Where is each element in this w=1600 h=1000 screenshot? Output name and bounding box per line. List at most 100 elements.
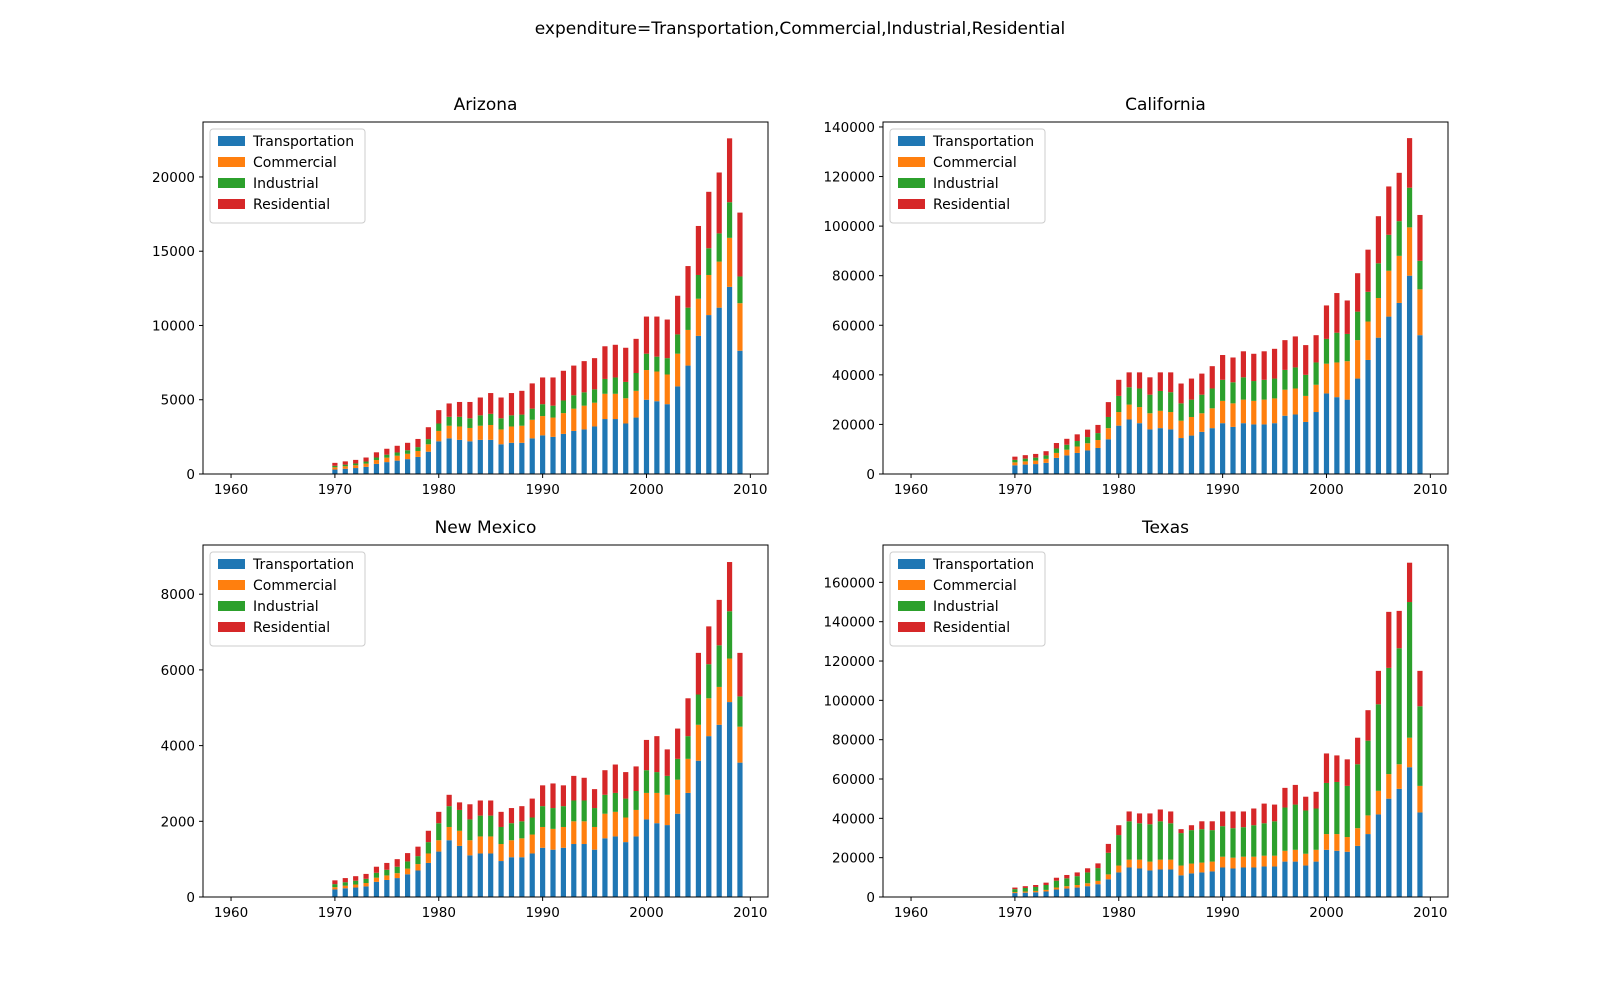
bar-segment bbox=[384, 454, 390, 458]
bar-segment bbox=[1230, 828, 1236, 858]
bar-segment bbox=[1033, 464, 1039, 474]
x-tick-label: 2000 bbox=[629, 905, 663, 921]
bar-segment bbox=[342, 468, 348, 474]
bar-segment bbox=[405, 453, 411, 460]
bar-segment bbox=[1064, 438, 1070, 445]
bar-segment bbox=[1188, 830, 1195, 864]
bar-segment bbox=[456, 439, 463, 474]
x-tick-label: 1970 bbox=[998, 482, 1032, 498]
legend-swatch bbox=[898, 601, 925, 611]
x-tick-label: 1980 bbox=[422, 482, 456, 498]
bar-segment bbox=[1355, 311, 1361, 341]
bar-segment bbox=[1012, 893, 1018, 897]
bar-segment bbox=[726, 286, 733, 474]
bar-segment bbox=[1188, 416, 1195, 436]
bar-segment bbox=[654, 401, 660, 474]
bar-segment bbox=[1022, 887, 1028, 892]
bar-segment bbox=[581, 844, 587, 897]
legend-label: Commercial bbox=[253, 578, 337, 594]
bar-segment bbox=[1085, 868, 1091, 873]
y-tick-label: 6000 bbox=[161, 663, 195, 679]
bar-segment bbox=[643, 819, 650, 897]
y-tick-label: 8000 bbox=[161, 587, 195, 603]
bar-segment bbox=[571, 844, 577, 897]
bar-segment bbox=[1033, 460, 1039, 465]
bar-segment bbox=[1323, 305, 1330, 339]
bar-segment bbox=[1022, 891, 1028, 893]
bar-segment bbox=[1240, 811, 1246, 828]
bar-segment bbox=[1095, 447, 1101, 474]
bar-segment bbox=[654, 371, 660, 402]
x-tick-label: 1960 bbox=[214, 905, 248, 921]
bar-segment bbox=[685, 698, 691, 737]
bar-segment bbox=[425, 439, 431, 445]
bar-segment bbox=[1334, 850, 1340, 897]
bar-segment bbox=[1313, 861, 1319, 897]
bar-segment bbox=[675, 386, 681, 474]
bar-segment bbox=[1292, 414, 1298, 474]
bar-segment bbox=[602, 378, 608, 394]
bar-segment bbox=[726, 202, 733, 238]
bar-segment bbox=[540, 785, 546, 807]
bar-segment bbox=[1053, 443, 1060, 449]
bar-segment bbox=[363, 882, 369, 887]
bar-segment bbox=[1282, 369, 1288, 390]
bar-segment bbox=[1147, 870, 1153, 897]
bar-segment bbox=[571, 365, 577, 396]
bar-segment bbox=[1406, 767, 1413, 897]
y-tick-label: 0 bbox=[186, 467, 195, 483]
x-axis: 1960 1970 1980 1990 2000 2010 bbox=[894, 897, 1448, 921]
bar-segment bbox=[1022, 458, 1028, 462]
bar-segment bbox=[394, 460, 400, 474]
bar-segment bbox=[1199, 872, 1205, 897]
bar-segment bbox=[332, 880, 338, 885]
bar-segment bbox=[405, 868, 411, 875]
bar-segment bbox=[498, 397, 504, 419]
bar-segment bbox=[664, 319, 670, 359]
bar-segment bbox=[726, 138, 733, 203]
bar-segment bbox=[1334, 781, 1340, 835]
bar-segment bbox=[353, 887, 359, 897]
bar-segment bbox=[1261, 399, 1267, 425]
bar-segment bbox=[1230, 811, 1236, 829]
bar-segment bbox=[1396, 610, 1402, 649]
bar-segment bbox=[353, 463, 359, 466]
bar-segment bbox=[1126, 821, 1132, 860]
bar-segment bbox=[1043, 889, 1049, 892]
bar-segment bbox=[353, 459, 359, 464]
bar-segment bbox=[623, 772, 629, 799]
bar-segment bbox=[363, 461, 369, 464]
bar-segment bbox=[353, 468, 359, 474]
bar-segment bbox=[425, 444, 431, 452]
bar-segment bbox=[1043, 458, 1049, 463]
bar-segment bbox=[706, 664, 712, 699]
bar-segment bbox=[477, 800, 483, 816]
bar-segment bbox=[1323, 834, 1330, 850]
bar-segment bbox=[1375, 216, 1382, 264]
bar-segment bbox=[654, 316, 660, 357]
bar-segment bbox=[1375, 263, 1382, 298]
bar-segment bbox=[1386, 611, 1392, 668]
bar-segment bbox=[1323, 753, 1330, 783]
bar-segment bbox=[1064, 878, 1070, 887]
bar-segment bbox=[477, 853, 483, 897]
bar-segment bbox=[1105, 428, 1111, 440]
bar-segment bbox=[363, 878, 369, 883]
bar-segment bbox=[1417, 214, 1423, 261]
bar-segment bbox=[394, 866, 400, 874]
y-tick-label: 20000 bbox=[832, 851, 875, 867]
bar-segment bbox=[1053, 457, 1060, 474]
bar-segment bbox=[1355, 764, 1361, 829]
bar-segment bbox=[1220, 826, 1226, 857]
bar-segment bbox=[1168, 869, 1174, 897]
bar-segment bbox=[1292, 849, 1298, 862]
bar-segment bbox=[1365, 740, 1371, 816]
bar-segment bbox=[716, 172, 722, 234]
legend-label: Industrial bbox=[253, 176, 319, 192]
bar-segment bbox=[373, 866, 380, 873]
bar-segment bbox=[612, 393, 618, 420]
bar-segment bbox=[1178, 420, 1184, 439]
bar-segment bbox=[1188, 378, 1195, 400]
x-axis: 1960 1970 1980 1990 2000 2010 bbox=[894, 474, 1448, 498]
bar-segment bbox=[1375, 670, 1382, 705]
